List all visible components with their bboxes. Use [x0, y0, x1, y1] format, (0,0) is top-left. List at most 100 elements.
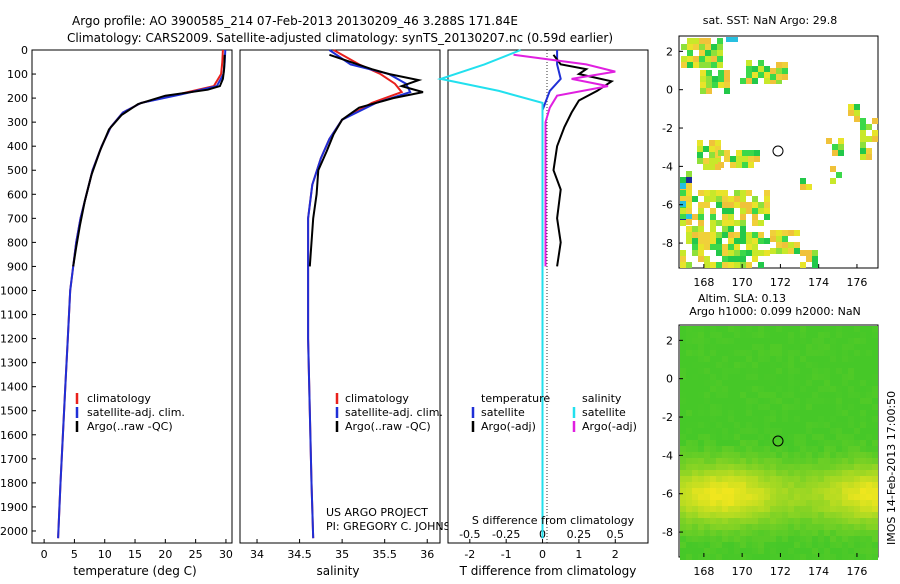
- sst-cell: [764, 196, 770, 202]
- sla-cell: [752, 476, 758, 482]
- sla-cell: [842, 500, 848, 506]
- sla-cell: [734, 542, 740, 548]
- sla-cell: [746, 548, 752, 554]
- sla-cell: [734, 374, 740, 380]
- sla-cell: [758, 428, 764, 434]
- sla-cell: [812, 326, 818, 332]
- sla-cell: [800, 464, 806, 470]
- title-line-2: Climatology: CARS2009. Satellite-adjuste…: [67, 31, 613, 45]
- sla-cell: [866, 530, 872, 536]
- sla-cell: [686, 344, 692, 350]
- sla-cell: [752, 416, 758, 422]
- sla-cell: [692, 392, 698, 398]
- sla-cell: [860, 332, 866, 338]
- sla-cell: [728, 536, 734, 542]
- sla-cell: [728, 356, 734, 362]
- sla-cell: [788, 542, 794, 548]
- sla-cell: [806, 374, 812, 380]
- sla-cell: [782, 440, 788, 446]
- sla-cell: [866, 446, 872, 452]
- sla-cell: [734, 536, 740, 542]
- sst-cell: [812, 262, 818, 268]
- sst-cell: [872, 118, 878, 124]
- sla-cell: [740, 464, 746, 470]
- sla-cell: [716, 536, 722, 542]
- sst-cell: [782, 74, 788, 80]
- sla-cell: [866, 326, 872, 332]
- sla-cell: [692, 380, 698, 386]
- sla-cell: [770, 476, 776, 482]
- sla-cell: [836, 554, 842, 560]
- sst-cell: [770, 230, 776, 236]
- sla-cell: [746, 380, 752, 386]
- sla-cell: [794, 440, 800, 446]
- sst-cell: [740, 226, 746, 232]
- map-y-tick-label: -8: [662, 526, 673, 539]
- sla-cell: [848, 494, 854, 500]
- sla-cell: [866, 452, 872, 458]
- sla-cell: [752, 488, 758, 494]
- sla-cell: [788, 506, 794, 512]
- sla-cell: [800, 512, 806, 518]
- sla-cell: [872, 554, 878, 560]
- sla-cell: [710, 542, 716, 548]
- sla-cell: [686, 428, 692, 434]
- sla-cell: [722, 332, 728, 338]
- sst-cell: [710, 214, 716, 220]
- depth-tick-label: 400: [7, 140, 28, 153]
- sla-cell: [770, 386, 776, 392]
- series-line-argo-raw-qc-: [308, 53, 424, 267]
- sla-cell: [728, 434, 734, 440]
- sla-cell: [776, 536, 782, 542]
- sla-cell: [734, 392, 740, 398]
- sla-cell: [854, 446, 860, 452]
- salinity-panel: 34 34.5 35 35.5 36 salinity climatology sate…: [239, 49, 467, 578]
- salinity-lines: [307, 49, 424, 539]
- sla-cell: [710, 380, 716, 386]
- depth-tick-label: 300: [7, 116, 28, 129]
- depth-tick-label: 1100: [0, 309, 28, 322]
- sla-cell: [860, 524, 866, 530]
- sla-cell: [758, 392, 764, 398]
- sst-cell: [776, 242, 782, 248]
- sla-cell: [752, 524, 758, 530]
- sla-cell: [824, 506, 830, 512]
- sst-cell: [700, 76, 706, 82]
- sla-cell: [818, 440, 824, 446]
- sst-cell: [728, 214, 734, 220]
- sla-cell: [710, 530, 716, 536]
- sla-cell: [824, 512, 830, 518]
- sla-cell: [704, 422, 710, 428]
- sst-cell: [716, 244, 722, 250]
- sst-cell: [758, 66, 764, 72]
- sla-cell: [746, 464, 752, 470]
- legend-satellite: satellite-adj. clim.: [87, 406, 185, 419]
- sla-cell: [812, 512, 818, 518]
- sla-cell: [722, 524, 728, 530]
- sla-cell: [692, 500, 698, 506]
- sst-cell: [722, 232, 728, 238]
- sst-cell: [728, 208, 734, 214]
- sla-cell: [842, 350, 848, 356]
- sla-cell: [704, 506, 710, 512]
- sla-cell: [860, 530, 866, 536]
- sla-cell: [860, 356, 866, 362]
- sla-cell: [866, 524, 872, 530]
- sla-cell: [800, 548, 806, 554]
- sla-cell: [734, 530, 740, 536]
- salinity-xlabel: salinity: [316, 564, 359, 578]
- sst-cell: [687, 44, 693, 50]
- sla-cell: [692, 434, 698, 440]
- sla-cell: [740, 512, 746, 518]
- sla-cell: [716, 488, 722, 494]
- sla-cell: [758, 326, 764, 332]
- sla-cell: [824, 476, 830, 482]
- sla-cell: [818, 446, 824, 452]
- sla-cell: [764, 464, 770, 470]
- sla-cell: [728, 482, 734, 488]
- sla-cell: [872, 512, 878, 518]
- sst-cell: [752, 196, 758, 202]
- sla-cell: [710, 326, 716, 332]
- sla-cell: [800, 524, 806, 530]
- sla-cell: [746, 326, 752, 332]
